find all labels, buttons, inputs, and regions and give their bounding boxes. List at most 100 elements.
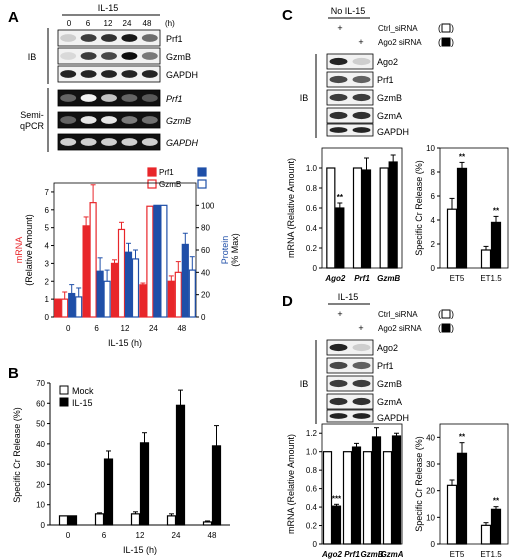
panel-a-legend: Prf1 GzmB — [147, 167, 207, 189]
band — [60, 94, 77, 102]
x-tick-label: ET5 — [450, 274, 465, 283]
blot-method-label: IB — [300, 379, 309, 389]
band — [329, 361, 348, 370]
band — [101, 116, 117, 124]
panel-d: D IL-15 + + Ctrl_siRNA () Ago2 siRNA () IB Ago2 Pr… — [282, 292, 454, 424]
blot-strip — [326, 393, 374, 410]
band — [352, 343, 371, 352]
blot-strip — [326, 53, 374, 70]
x-tick-label: ET1.5 — [480, 274, 502, 283]
bar — [480, 524, 492, 545]
y-tick-label: 0 — [313, 264, 318, 273]
y-tick-label: 1.2 — [306, 429, 318, 438]
y-tick-label: 50 — [36, 420, 45, 429]
blot-strip — [57, 111, 161, 129]
bracket: ) — [451, 309, 454, 319]
panel-b-chart: 0 10 20 30 40 50 60 70 0 6 12 24 48 — [36, 379, 230, 540]
blot-strip — [326, 71, 374, 88]
bar — [166, 515, 177, 526]
y-tick-label: 1.0 — [306, 448, 318, 457]
x-axis-label: IL-15 (h) — [123, 545, 157, 555]
band — [329, 127, 348, 133]
bar — [103, 458, 114, 526]
bar — [211, 445, 222, 526]
condition-label: No IL-15 — [331, 6, 366, 16]
y2-axis-label: Protein — [220, 236, 230, 265]
y-tick-label: 0.6 — [306, 485, 318, 494]
blot-frame — [326, 357, 374, 374]
bar — [351, 446, 362, 545]
band — [352, 111, 371, 120]
blot-frame — [326, 339, 374, 356]
band-label: Prf1 — [166, 34, 183, 44]
band — [60, 138, 77, 146]
legend-swatch-open — [59, 385, 69, 395]
y-tick-label: 40 — [426, 433, 435, 442]
band — [121, 70, 138, 78]
blot-strip — [326, 89, 374, 106]
bar — [456, 452, 468, 545]
legend-swatch-solid — [59, 397, 69, 407]
treatment-label: IL-15 — [98, 3, 119, 13]
y2-tick-label: 60 — [201, 246, 210, 255]
blot-strip — [326, 123, 374, 137]
y-tick-label: 1.0 — [306, 164, 318, 173]
semi-qpcr-group: Semi-qPCR Prf1 GzmB GAPDH — [20, 88, 199, 152]
blot-method-label: IB — [300, 93, 309, 103]
x-tick-label: 12 — [136, 531, 145, 540]
panel-c-cr-chart: 0 2 4 6 8 10 ET5 ** ET1.5 ** — [426, 144, 509, 283]
siRNA-label: Ctrl_siRNA — [378, 24, 418, 33]
x-tick-label: Prf1 — [344, 550, 360, 559]
bar — [382, 451, 393, 545]
band — [80, 52, 97, 60]
bar — [124, 251, 133, 318]
bar — [61, 298, 69, 318]
y-tick-label: 8 — [431, 168, 436, 177]
blot-strip — [57, 65, 161, 83]
y-tick-label: 0.8 — [306, 184, 318, 193]
x-tick-label: 6 — [94, 324, 99, 333]
band-label: GAPDH — [377, 127, 409, 137]
y-tick-label: 10 — [36, 501, 45, 510]
y-axis-label: Specific Cr Release (%) — [414, 160, 424, 256]
y-tick-label: 0 — [431, 264, 436, 273]
siRNA-label: Ago2 siRNA — [378, 38, 422, 47]
panel-c: C No IL-15 + + Ctrl_siRNA () Ago2 siRNA () IB Ago… — [282, 6, 454, 138]
y-tick-label: 0 — [41, 521, 46, 530]
x-tick-label: 0 — [66, 324, 71, 333]
y-tick-label: 0.2 — [306, 244, 318, 253]
y-tick-label: 0.2 — [306, 522, 318, 531]
x-tick-label: ET5 — [450, 550, 465, 559]
bar — [188, 269, 196, 318]
bar — [202, 521, 213, 526]
band — [141, 70, 158, 78]
bar — [82, 225, 90, 318]
timepoint-label: 24 — [123, 19, 132, 28]
band — [352, 57, 371, 66]
y-tick-label: 6 — [431, 192, 436, 201]
blot-frame — [326, 123, 374, 137]
x-tick-label: 6 — [102, 531, 107, 540]
y2-tick-label: 20 — [201, 291, 210, 300]
y-tick-label: 0 — [431, 540, 436, 549]
legend-swatch — [147, 167, 157, 177]
band — [329, 397, 348, 406]
x-tick-label: Ago2 — [321, 550, 343, 559]
band-label: Ago2 — [377, 57, 398, 67]
bar — [181, 243, 189, 318]
band — [352, 397, 371, 406]
band — [352, 127, 371, 133]
bar — [67, 515, 78, 526]
significance-mark: ** — [493, 497, 500, 506]
bar — [352, 167, 363, 269]
y-axis-label: Specific Cr Release (%) — [414, 436, 424, 532]
band — [121, 116, 138, 124]
bar — [54, 298, 62, 318]
y-tick-label: 30 — [36, 460, 45, 469]
bar — [130, 513, 141, 526]
band-label: GzmB — [166, 116, 191, 126]
bar — [388, 161, 398, 269]
condition-label: IL-15 — [338, 292, 359, 302]
y-tick-label: 4 — [45, 242, 50, 251]
bar — [75, 296, 83, 318]
